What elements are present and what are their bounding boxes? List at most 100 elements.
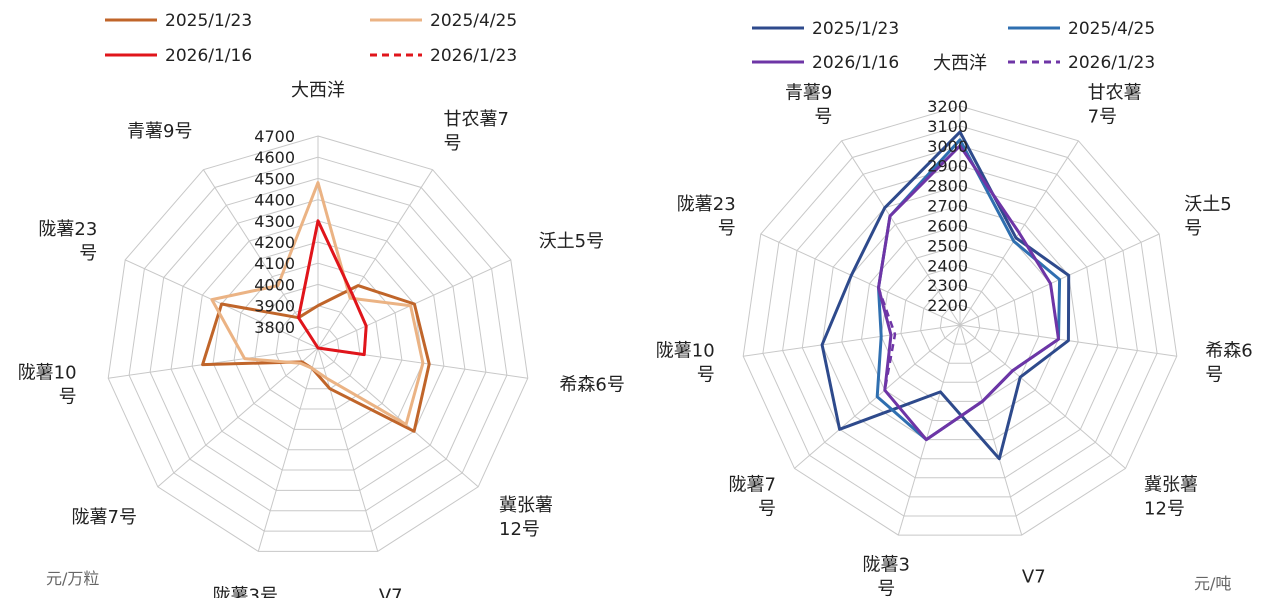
- legend-label: 2026/1/16: [165, 46, 252, 66]
- series-line-2025/1/23: [201, 284, 431, 433]
- grid-ring: [900, 264, 1020, 383]
- category-label: 陇薯3号: [213, 586, 278, 598]
- grid-ring: [782, 145, 1138, 498]
- grid-ring: [880, 244, 1040, 402]
- category-label: 青薯9号: [127, 121, 192, 142]
- category-label: 冀张薯 12号: [499, 495, 553, 540]
- category-label: 陇薯10 号: [18, 363, 77, 408]
- tick-label: 2300: [927, 276, 968, 295]
- series-line-2026/1/23: [297, 219, 368, 356]
- tick-label: 3000: [927, 137, 968, 156]
- series-line-2026/1/23: [877, 144, 1060, 441]
- legend-item: 2026/1/23: [1008, 53, 1155, 73]
- legend: 2025/1/23 2025/4/25 2026/1/16 2026/1/23: [752, 19, 1155, 73]
- legend-label: 2026/1/16: [812, 53, 899, 73]
- tick-label: 2600: [927, 217, 968, 236]
- tick-label: 2200: [927, 296, 968, 315]
- tick-label: 2800: [927, 177, 968, 196]
- tick-label: 4300: [254, 212, 295, 231]
- legend-item: 2025/4/25: [370, 11, 517, 31]
- grid-ring: [939, 304, 981, 345]
- category-label: 陇薯23 号: [38, 219, 97, 264]
- legend-label: 2025/1/23: [165, 11, 252, 31]
- grid-spoke: [959, 324, 1126, 469]
- tick-label: 4600: [254, 148, 295, 167]
- series-line-2025/1/23: [820, 130, 1071, 461]
- tick-label: 3900: [254, 297, 295, 316]
- legend-label: 2026/1/23: [1068, 53, 1155, 73]
- category-label: V7: [1022, 566, 1046, 587]
- grid-spoke: [317, 347, 479, 488]
- legend-label: 2026/1/23: [430, 46, 517, 66]
- legend-label: 2025/4/25: [1068, 19, 1155, 39]
- legend-item: 2025/1/23: [752, 19, 899, 39]
- grid-ring: [841, 204, 1079, 441]
- grid-spoke: [317, 169, 434, 349]
- category-label: 冀张薯 12号: [1144, 475, 1198, 520]
- legend-item: 2025/4/25: [1008, 19, 1155, 39]
- category-label: 陇薯23 号: [677, 194, 736, 239]
- grid-ring: [821, 185, 1099, 460]
- grid-ring: [254, 283, 382, 410]
- grid-ring: [107, 135, 529, 552]
- grid-ring: [920, 284, 1000, 364]
- unit-label: 元/吨: [1194, 574, 1231, 593]
- legend-label: 2025/1/23: [812, 19, 899, 39]
- category-label: 大西洋: [291, 80, 345, 101]
- grid-ring: [762, 125, 1158, 517]
- tick-label: 4100: [254, 254, 295, 273]
- grid-spoke: [157, 347, 319, 488]
- tick-label: 3100: [927, 117, 968, 136]
- grid-rings: [107, 135, 529, 552]
- series-group: [201, 181, 431, 433]
- grid-spoke: [317, 347, 379, 552]
- grid-ring: [149, 177, 487, 512]
- radar-chart-1: 3800 3900 4000 4100 4200 4300 4400 4500 4600 4700…: [18, 11, 625, 598]
- legend: 2025/1/23 2025/4/25 2026/1/16 2026/1/23: [105, 11, 517, 66]
- legend-item: 2026/1/16: [752, 53, 899, 73]
- grid-spoke: [257, 347, 319, 552]
- grid-spoke: [841, 140, 961, 326]
- series-line-2025/4/25: [875, 138, 1062, 442]
- tick-label: 4200: [254, 233, 295, 252]
- grid-ring: [128, 156, 508, 532]
- tick-label: 4400: [254, 191, 295, 210]
- grid-ring: [860, 224, 1060, 421]
- grid-ring: [191, 220, 445, 471]
- tick-label: 2400: [927, 256, 968, 275]
- tick-label: 4000: [254, 275, 295, 294]
- grid-ring: [801, 165, 1119, 479]
- tick-label: 2700: [927, 197, 968, 216]
- legend-item: 2026/1/23: [370, 46, 517, 66]
- tick-label: 3200: [927, 97, 968, 116]
- series-group: [820, 130, 1071, 461]
- grid-ring: [275, 305, 361, 390]
- legend-item: 2026/1/16: [105, 46, 252, 66]
- category-label: 大西洋: [933, 53, 987, 74]
- grid-rings: [742, 105, 1178, 536]
- tick-label: 4500: [254, 169, 295, 188]
- tick-label: 3800: [254, 318, 295, 337]
- grid-spoke: [743, 324, 961, 357]
- grid-ring: [170, 199, 466, 491]
- series-line-2025/4/25: [210, 181, 425, 426]
- grid-spokes: [108, 136, 528, 552]
- category-label: 陇薯7号: [72, 507, 137, 528]
- tick-label: 2500: [927, 236, 968, 255]
- tick-label: 4700: [254, 127, 295, 146]
- grid-ring: [233, 262, 403, 430]
- legend-item: 2025/1/23: [105, 11, 252, 31]
- grid-spoke: [760, 233, 961, 326]
- grid-ring: [742, 105, 1178, 536]
- grid-spoke: [897, 324, 961, 536]
- grid-spoke: [959, 324, 1023, 536]
- radial-tick-labels: 2200230024002500260027002800290030003100…: [927, 97, 968, 315]
